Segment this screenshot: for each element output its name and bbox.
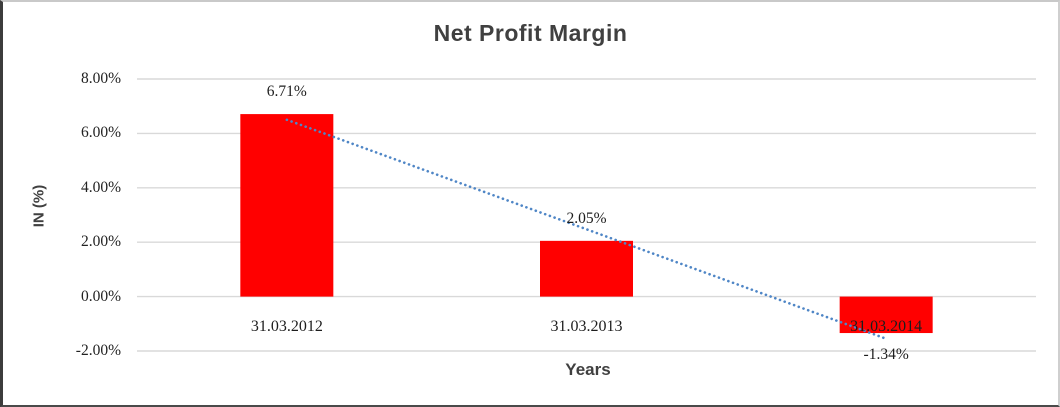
y-tick-label: 2.00% [80,233,121,251]
y-tick-label: 8.00% [80,70,121,87]
bar [540,240,633,297]
category-label: 31.03.2013 [550,318,623,335]
x-axis-title: Years [565,360,611,379]
plot-area [137,78,1036,352]
trendline [285,118,888,341]
y-tick-label: 4.00% [80,178,121,196]
data-label: 6.71% [266,83,307,101]
data-label: -1.34% [863,346,909,364]
chart-title: Net Profit Margin [433,20,628,46]
category-label: 31.03.2012 [250,318,323,335]
y-tick-label: -2.00% [75,342,121,359]
data-label: 2.05% [566,209,607,227]
bar [240,114,334,297]
y-tick-label: 0.00% [80,287,121,305]
y-tick-label: 6.00% [80,124,121,142]
category-label: 31.03.2014 [850,318,923,335]
